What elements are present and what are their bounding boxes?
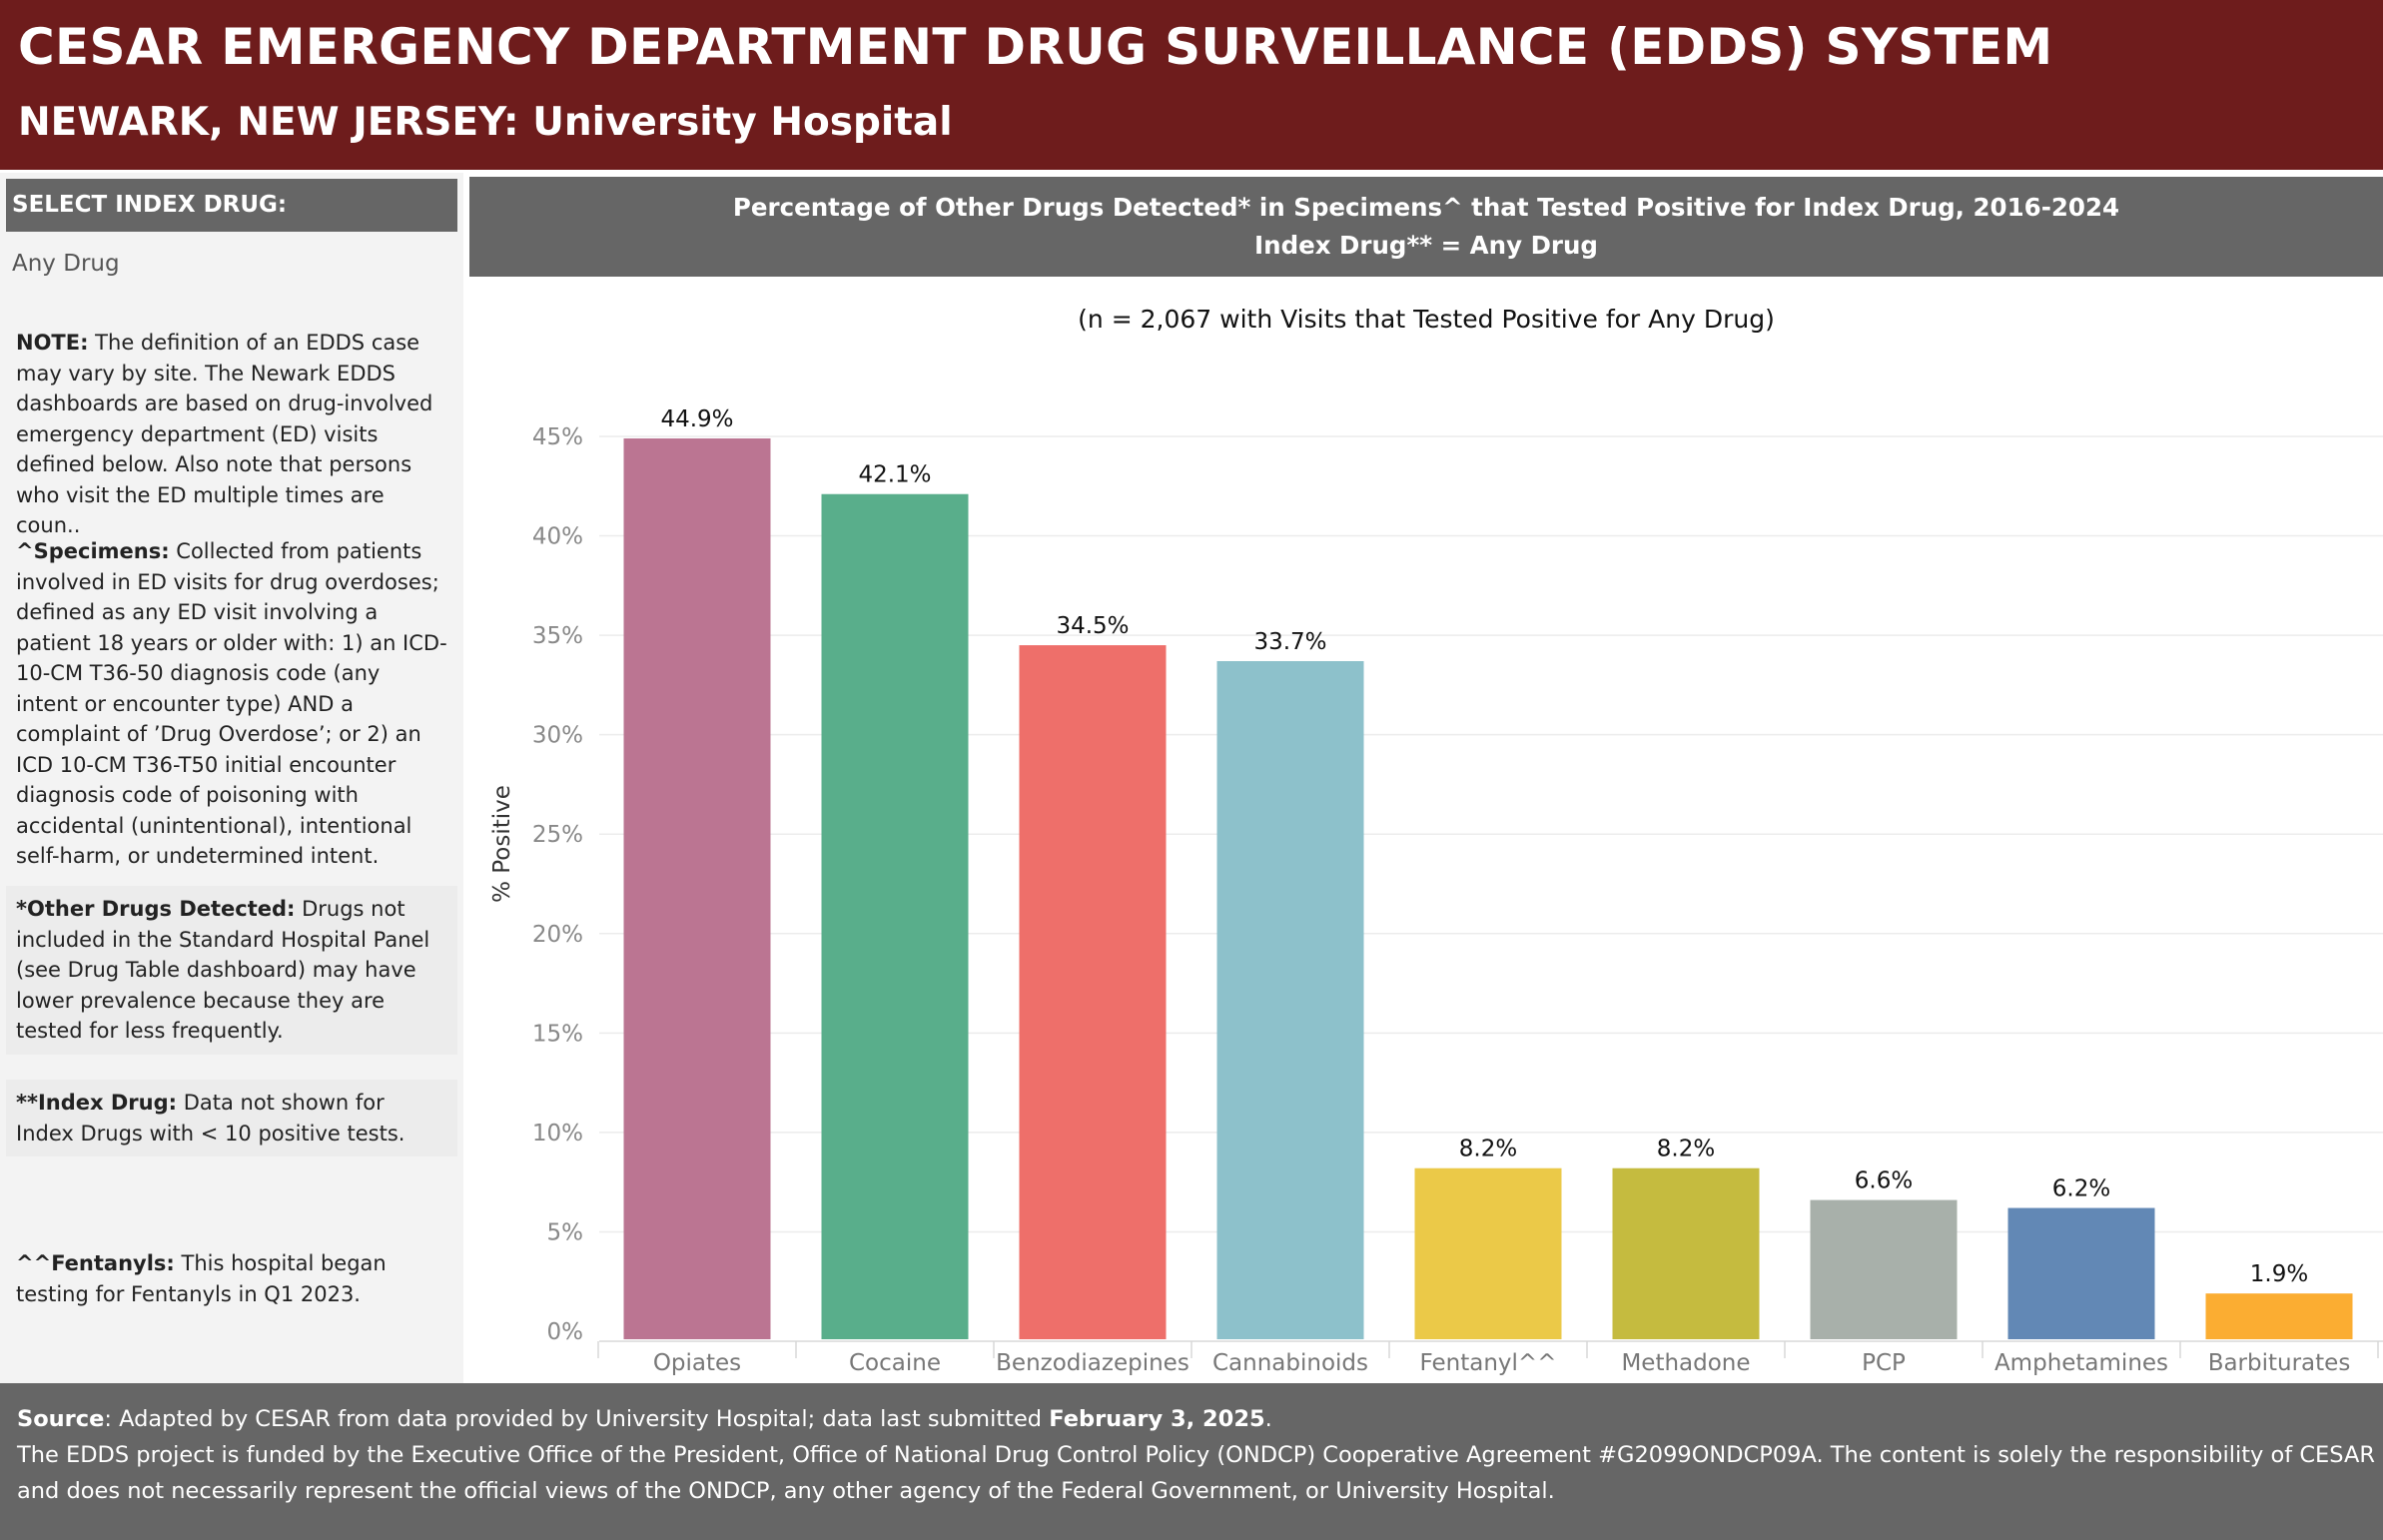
- x-tick-label: Benzodiazepines: [996, 1350, 1190, 1376]
- data-label: 8.2%: [1657, 1137, 1715, 1162]
- x-tick-label: Cannabinoids: [1212, 1350, 1368, 1376]
- dashboard-title: CESAR EMERGENCY DEPARTMENT DRUG SURVEILL…: [18, 18, 2053, 76]
- bar: [1414, 1167, 1562, 1339]
- sidebar: SELECT INDEX DRUG: Any Drug NOTE: The de…: [0, 173, 463, 1383]
- y-tick-label: 30%: [532, 723, 583, 749]
- note-other-drugs: *Other Drugs Detected: Drugs not include…: [6, 886, 457, 1055]
- note-specimens: ^Specimens: Collected from patients invo…: [6, 536, 457, 872]
- source-end: .: [1264, 1406, 1272, 1432]
- source-label: Source: [17, 1406, 105, 1432]
- y-tick-label: 10%: [532, 1121, 583, 1147]
- x-tick-label: Methadone: [1621, 1350, 1750, 1376]
- chart-title-line2: Index Drug** = Any Drug: [1254, 231, 1598, 260]
- data-label: 6.2%: [2052, 1176, 2110, 1202]
- y-tick-label: 25%: [532, 822, 583, 848]
- y-tick-label: 5%: [547, 1219, 584, 1245]
- data-label: 42.1%: [858, 462, 931, 488]
- funding-text: The EDDS project is funded by the Execut…: [17, 1442, 2375, 1504]
- bar: [1216, 660, 1364, 1339]
- y-tick-label: 20%: [532, 922, 583, 948]
- note-index-drug-label: **Index Drug:: [16, 1091, 178, 1115]
- dashboard-header: CESAR EMERGENCY DEPARTMENT DRUG SURVEILL…: [0, 0, 2383, 173]
- x-tick-label: Opiates: [653, 1350, 741, 1376]
- note-fentanyls-label: ^^Fentanyls:: [16, 1251, 175, 1275]
- source-line: Source: Adapted by CESAR from data provi…: [17, 1401, 2383, 1437]
- source-date: February 3, 2025: [1049, 1406, 1265, 1432]
- note-fentanyls: ^^Fentanyls: This hospital began testing…: [6, 1248, 457, 1309]
- bar: [2205, 1293, 2353, 1339]
- data-label: 34.5%: [1056, 613, 1129, 639]
- note-specimens-label: ^Specimens:: [16, 539, 170, 563]
- note-definition-label: NOTE:: [16, 331, 89, 355]
- data-label: 33.7%: [1253, 629, 1326, 655]
- source-text: : Adapted by CESAR from data provided by…: [104, 1406, 1050, 1432]
- note-specimens-text: Collected from patients involved in ED v…: [16, 539, 447, 868]
- note-fentanyls-text: This hospital began testing for Fentanyl…: [16, 1251, 387, 1306]
- bar: [1612, 1167, 1760, 1339]
- note-other-drugs-text: Drugs not included in the Standard Hospi…: [16, 897, 430, 1043]
- footer: Source: Adapted by CESAR from data provi…: [0, 1383, 2383, 1540]
- dashboard-subtitle: NEWARK, NEW JERSEY: University Hospital: [18, 100, 953, 145]
- y-tick-label: 45%: [532, 424, 583, 450]
- bar: [821, 493, 969, 1340]
- y-tick-label: 0%: [547, 1319, 584, 1345]
- data-label: 44.9%: [660, 406, 733, 432]
- bar: [623, 437, 771, 1340]
- x-tick-label: Barbiturates: [2208, 1350, 2351, 1376]
- select-index-drug-label: SELECT INDEX DRUG:: [6, 179, 457, 232]
- note-index-drug-text: Data not shown for Index Drugs with < 10…: [16, 1091, 405, 1146]
- data-label: 1.9%: [2250, 1261, 2308, 1287]
- y-axis-title: % Positive: [489, 785, 515, 903]
- y-tick-label: 40%: [532, 524, 583, 550]
- sample-size-note: (n = 2,067 with Visits that Tested Posit…: [1078, 305, 1775, 334]
- bar: [1019, 645, 1167, 1339]
- x-tick-label: Cocaine: [849, 1350, 941, 1376]
- note-index-drug: **Index Drug: Data not shown for Index D…: [6, 1080, 457, 1156]
- x-tick-label: PCP: [1862, 1350, 1906, 1376]
- data-label: 6.6%: [1855, 1168, 1913, 1194]
- y-tick-label: 15%: [532, 1021, 583, 1047]
- x-tick-label: Fentanyl^^: [1420, 1350, 1557, 1376]
- note-definition-text: The definition of an EDDS case may vary …: [16, 331, 433, 537]
- y-tick-label: 35%: [532, 623, 583, 649]
- data-label: 8.2%: [1459, 1137, 1517, 1162]
- index-drug-selector[interactable]: Any Drug: [12, 251, 120, 277]
- bar: [2007, 1207, 2155, 1339]
- bar-chart: 0% 5% 10% 15% 20% 25% 30% 35% 40% 45% 44.9% Opiates…: [489, 406, 2383, 1376]
- note-other-drugs-label: *Other Drugs Detected:: [16, 897, 296, 921]
- chart-title: Percentage of Other Drugs Detected* in S…: [469, 177, 2383, 277]
- note-definition: NOTE: The definition of an EDDS case may…: [6, 328, 457, 541]
- bar: [1810, 1199, 1958, 1339]
- x-tick-label: Amphetamines: [1994, 1350, 2168, 1376]
- chart-title-line1: Percentage of Other Drugs Detected* in S…: [732, 193, 2120, 222]
